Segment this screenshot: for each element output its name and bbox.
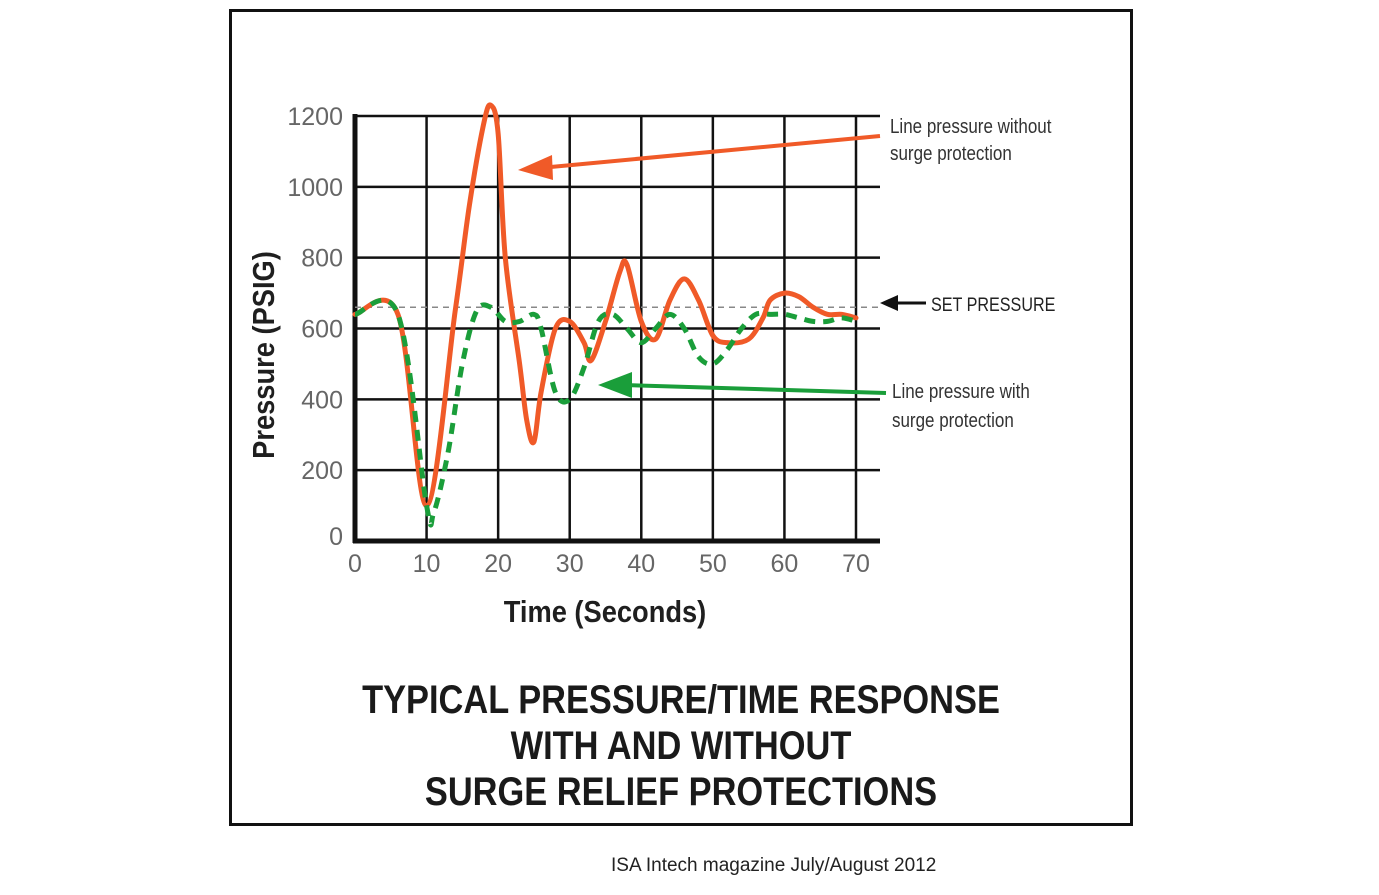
set-pressure-arrowhead (880, 295, 898, 311)
x-tick-label: 40 (627, 550, 655, 578)
x-axis-label: Time (Seconds) (504, 595, 707, 629)
y-tick-label: 0 (329, 523, 343, 551)
axes (352, 114, 880, 544)
source-caption: ISA Intech magazine July/August 2012 (611, 855, 937, 876)
x-tick-label: 70 (842, 550, 870, 578)
tick-labels: 0 10 20 30 40 50 60 70 0 200 400 600 800 1000 1200 (287, 103, 870, 578)
grid (355, 114, 880, 541)
chart-title-line-1: TYPICAL PRESSURE/TIME RESPONSE (362, 678, 1000, 722)
chart-title-line-3: SURGE RELIEF PROTECTIONS (424, 770, 938, 814)
x-tick-label: 50 (699, 550, 727, 578)
x-tick-label: 60 (771, 550, 799, 578)
annotation-label-with: surge protection (892, 409, 1014, 432)
annotation-arrowhead-with (598, 372, 632, 398)
x-tick-label: 0 (348, 550, 362, 578)
set-pressure-label: SET PRESSURE (931, 294, 1055, 316)
annotations: Line pressure without surge protection Lin… (518, 115, 1052, 432)
y-tick-label: 1000 (287, 174, 343, 202)
series-group (352, 102, 859, 528)
y-tick-label: 400 (301, 386, 343, 414)
annotation-arrowhead-without (518, 155, 553, 180)
x-tick-label: 20 (484, 550, 512, 578)
x-tick-label: 30 (556, 550, 584, 578)
y-axis-label: Pressure (PSIG) (247, 251, 281, 459)
y-tick-label: 1200 (287, 103, 343, 131)
chart-frame (229, 9, 1133, 826)
y-tick-label: 200 (301, 457, 343, 485)
chart-title-line-2: WITH AND WITHOUT (510, 724, 852, 768)
series-line-with-protection (354, 297, 857, 528)
y-tick-label: 600 (301, 316, 343, 344)
x-tick-label: 10 (413, 550, 441, 578)
y-tick-label: 800 (301, 245, 343, 273)
annotation-label-with: Line pressure with (892, 380, 1030, 403)
annotation-label-without: Line pressure without (890, 115, 1052, 138)
annotation-arrow-without (539, 134, 881, 170)
annotation-arrow-with (621, 383, 887, 395)
series-line-without-protection (352, 102, 859, 509)
annotation-label-without: surge protection (890, 142, 1012, 165)
